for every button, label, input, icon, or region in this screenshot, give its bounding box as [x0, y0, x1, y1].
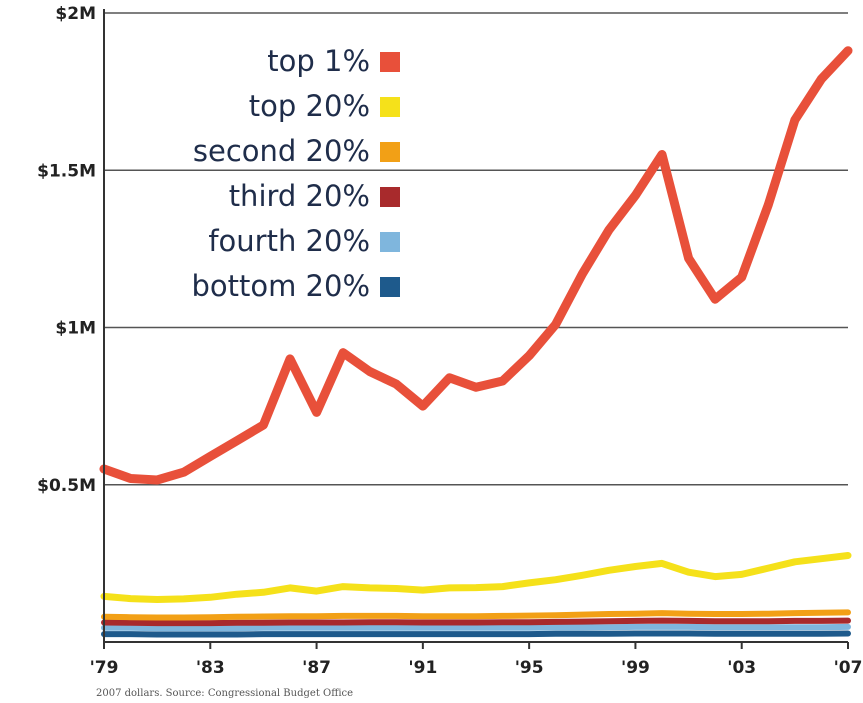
x-tick-label: '91	[408, 658, 437, 678]
series-line-fourth-20-	[101, 623, 851, 632]
y-tick-label: $1.5M	[37, 161, 96, 181]
y-tick-label: $1M	[55, 319, 96, 339]
x-tick-label: '07	[834, 658, 863, 678]
legend: top 1% top 20% second 20% third 20% fourth 2…	[191, 44, 400, 303]
legend-label: top 1%	[267, 44, 370, 78]
legend-label: bottom 20%	[191, 269, 370, 303]
x-tick-label: '83	[196, 658, 225, 678]
x-tick-label: '79	[90, 658, 119, 678]
legend-label: top 20%	[249, 89, 370, 123]
x-tick-label: '95	[515, 658, 544, 678]
x-tick-label: '99	[621, 658, 650, 678]
series-line-second-20-	[101, 609, 851, 621]
series-line-bottom-20-	[101, 630, 851, 638]
legend-swatch	[380, 232, 400, 252]
legend-label: second 20%	[193, 134, 370, 168]
x-axis-tick-labels: '79 '83 '87 '91 '95 '99 '03 '07	[90, 642, 863, 678]
source-note: 2007 dollars. Source: Congressional Budg…	[96, 688, 353, 699]
y-tick-label: $2M	[55, 4, 96, 24]
legend-label: third 20%	[229, 179, 370, 213]
series-line-third-20-	[101, 617, 851, 627]
x-tick-label: '03	[727, 658, 756, 678]
series-lines	[99, 46, 853, 638]
legend-swatch	[380, 97, 400, 117]
series-line-top-20-	[100, 552, 852, 603]
legend-swatch	[380, 277, 400, 297]
legend-label: fourth 20%	[208, 224, 370, 258]
legend-swatch	[380, 142, 400, 162]
legend-swatch	[380, 52, 400, 72]
axes	[103, 9, 848, 643]
legend-swatch	[380, 187, 400, 207]
y-axis-tick-labels: $2M $1.5M $1M $0.5M	[37, 4, 96, 496]
grid-lines	[104, 12, 848, 486]
y-tick-label: $0.5M	[37, 476, 96, 496]
series-line-top-1-	[99, 46, 853, 485]
x-tick-label: '87	[302, 658, 331, 678]
